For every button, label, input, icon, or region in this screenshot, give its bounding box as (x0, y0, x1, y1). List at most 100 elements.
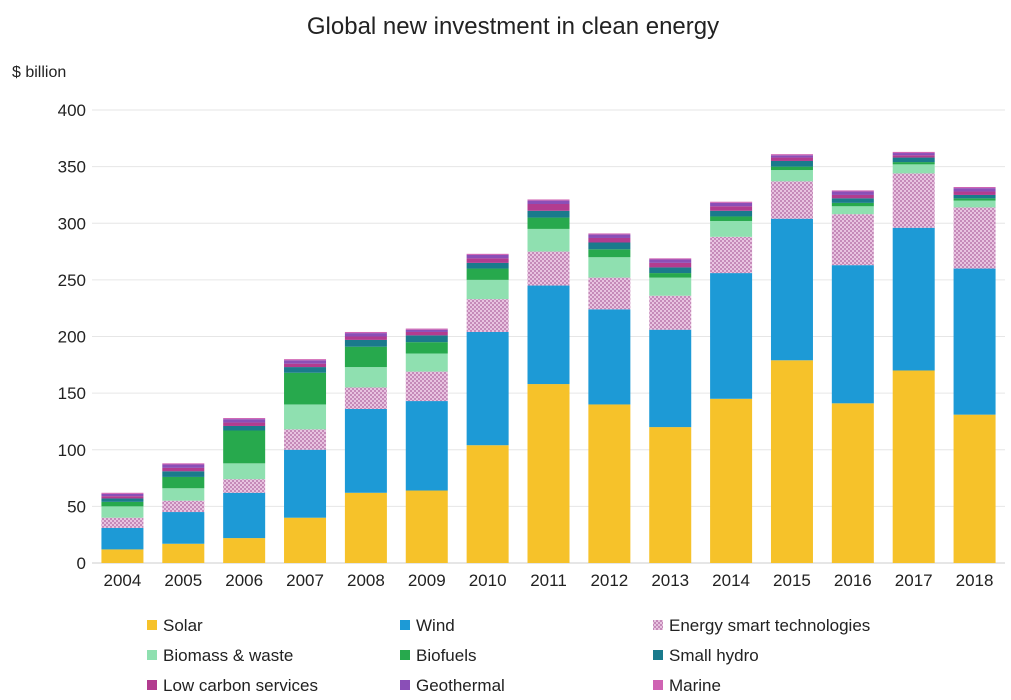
bar-segment (101, 493, 144, 497)
x-tick-label: 2007 (286, 571, 324, 590)
bar-segment (527, 200, 570, 204)
bar-segment (831, 191, 874, 195)
bar-segment (588, 309, 631, 405)
bar-segment (953, 200, 996, 208)
x-tick-label: 2006 (225, 571, 263, 590)
bar-segment (344, 339, 387, 347)
bar-segment (466, 258, 509, 263)
bar-segment (101, 527, 144, 550)
y-tick-label: 100 (58, 441, 86, 460)
bar-segment (588, 233, 631, 235)
bar-segment (284, 372, 327, 405)
bar-segment (284, 359, 327, 361)
x-tick-label: 2009 (408, 571, 446, 590)
legend-label: Low carbon services (163, 676, 318, 695)
legend-label: Biomass & waste (163, 646, 293, 665)
bar-segment (588, 237, 631, 243)
x-tick-label: 2017 (895, 571, 933, 590)
y-ticks: 0 50 100 150 200 250 300 350 400 (58, 101, 86, 573)
bar-segment (344, 492, 387, 563)
y-tick-label: 350 (58, 158, 86, 177)
legend-label: Marine (669, 676, 721, 695)
bar-segment (770, 154, 813, 156)
bars (101, 151, 996, 563)
bar-segment (710, 202, 753, 207)
bar-segment (831, 202, 874, 207)
bar-segment (344, 333, 387, 337)
bar-segment (892, 157, 935, 163)
y-axis-label: $ billion (12, 64, 66, 81)
bar-segment (588, 404, 631, 563)
bar-segment (649, 258, 692, 260)
x-tick-label: 2004 (104, 571, 142, 590)
bar-segment (344, 336, 387, 340)
bar-segment (953, 198, 996, 201)
bar-segment (710, 220, 753, 237)
bar-segment (770, 218, 813, 361)
x-tick-label: 2018 (956, 571, 994, 590)
bar-segment (101, 498, 144, 502)
bar-segment (466, 254, 509, 259)
bar-segment (527, 384, 570, 563)
bar-segment (466, 253, 509, 255)
bar-segment (892, 162, 935, 165)
bar-segment (649, 427, 692, 563)
bar-segment (162, 512, 205, 544)
bar-segment (892, 151, 935, 154)
legend-label: Wind (416, 616, 455, 635)
bar-segment (405, 371, 448, 402)
bar-segment (892, 164, 935, 174)
bar-segment (770, 360, 813, 563)
bar-segment (588, 277, 631, 310)
bar-segment (223, 422, 266, 426)
bar-segment (831, 403, 874, 563)
bar-segment (770, 160, 813, 167)
bar-segment (466, 299, 509, 332)
bar-segment (466, 445, 509, 563)
bar-segment (649, 277, 692, 296)
bar-segment (162, 476, 205, 489)
bar-segment (527, 217, 570, 229)
bar-segment (710, 206, 753, 211)
bar-segment (466, 268, 509, 280)
bar-segment (101, 549, 144, 563)
legend-swatch (400, 680, 410, 690)
bar-segment (284, 449, 327, 518)
x-tick-label: 2008 (347, 571, 385, 590)
bar-segment (710, 216, 753, 221)
bar-segment (649, 259, 692, 263)
bar-segment (527, 210, 570, 218)
bar-segment (953, 194, 996, 199)
bar-segment (101, 501, 144, 507)
bar-segment (527, 285, 570, 385)
legend-label: Biofuels (416, 646, 476, 665)
bar-segment (710, 210, 753, 217)
bar-segment (344, 346, 387, 368)
bar-segment (284, 363, 327, 368)
bar-segment (527, 203, 570, 211)
bar-segment (953, 188, 996, 192)
legend-swatch (147, 650, 157, 660)
bar-segment (101, 517, 144, 528)
bar-segment (162, 463, 205, 465)
bar-segment (770, 170, 813, 182)
x-tick-label: 2011 (530, 571, 567, 590)
bar-segment (162, 488, 205, 501)
bar-segment (405, 490, 448, 563)
bar-segment (344, 408, 387, 493)
legend-swatch (653, 620, 663, 630)
bar-segment (162, 500, 205, 513)
legend-swatch (147, 680, 157, 690)
x-ticks: 2004 2005 2006 2007 2008 2009 2010 2011 2012 2013… (104, 571, 994, 590)
bar-segment (405, 329, 448, 332)
bar-segment (770, 157, 813, 161)
bar-segment (892, 227, 935, 371)
bar-segment (101, 496, 144, 499)
legend: Solar Wind Energy smart technologies Biomas… (147, 616, 870, 695)
x-tick-label: 2014 (712, 571, 750, 590)
bar-segment (223, 430, 266, 464)
bar-segment (588, 257, 631, 278)
bar-segment (649, 329, 692, 428)
bar-segment (223, 479, 266, 493)
bar-segment (162, 543, 205, 563)
